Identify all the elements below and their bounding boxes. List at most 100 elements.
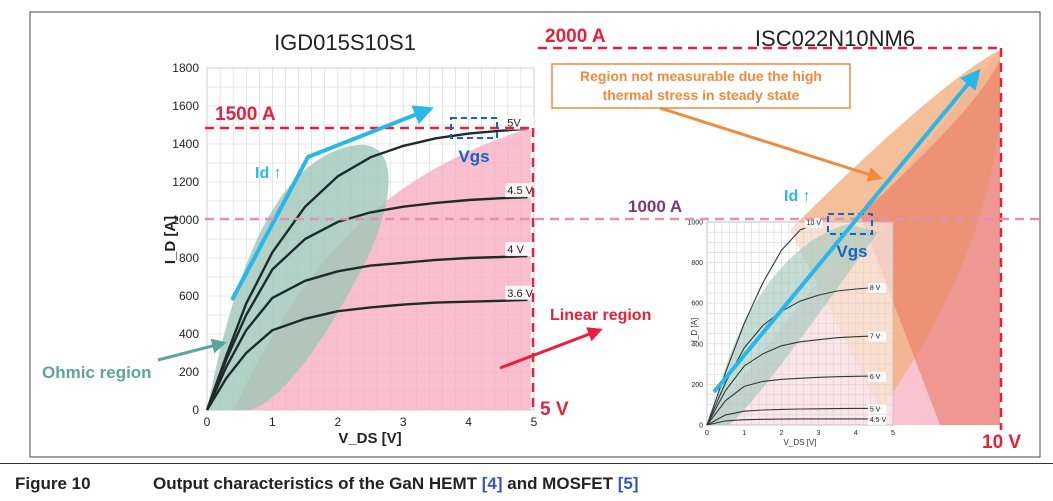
series-label: 4.5 V <box>870 417 887 424</box>
y-tick-label: 800 <box>179 251 199 265</box>
ohmic-region-label: Ohmic region <box>42 363 152 382</box>
series-label-bg <box>505 285 534 300</box>
series-label: 7 V <box>870 334 881 341</box>
left-voltage-limit-label: 5 V <box>540 399 569 420</box>
y-tick-label: 400 <box>691 341 703 348</box>
x-tick-label: 0 <box>705 430 709 437</box>
left-vgs-label: Vgs <box>458 147 489 166</box>
y-tick-label: 800 <box>691 260 703 267</box>
series-line-5V <box>205 127 528 411</box>
series-label-bg <box>867 331 887 342</box>
x-tick-label: 0 <box>204 415 211 429</box>
y-tick-label: 1800 <box>172 61 199 75</box>
x-tick-label: 3 <box>400 415 407 429</box>
x-tick-label: 4 <box>854 430 858 437</box>
x-tick-label: 5 <box>531 415 538 429</box>
left-id-arrow <box>230 105 434 301</box>
left-curves: 5V 4.5 V 4 V 3.6 V <box>205 115 534 411</box>
right-y-axis-label: I_D [A] <box>690 318 699 342</box>
left-id-arrow-label: Id ↑ <box>255 165 282 182</box>
right-high-stress-core <box>860 60 1000 425</box>
series-line-4p5V <box>706 418 882 426</box>
right-x-axis-label: V_DS [V] <box>784 438 817 447</box>
series-line-6V <box>706 375 882 426</box>
not-measurable-arrow <box>659 106 883 182</box>
caption-number: Figure 10 <box>15 474 91 493</box>
y-tick-label: 0 <box>699 422 703 429</box>
right-voltage-limit-label: 10 V <box>982 432 1021 453</box>
series-line-4p5V <box>205 196 528 411</box>
linear-region-label: Linear region <box>550 307 651 324</box>
left-ohmic-region-fill <box>207 144 389 410</box>
y-tick-label: 1000 <box>687 219 703 226</box>
y-tick-label: 1200 <box>172 175 199 189</box>
left-ticks: 0 1 2 3 4 5 0 200 400 600 800 1000 1200 1400 1600 1800 <box>172 61 537 429</box>
series-label-bg <box>867 414 887 425</box>
right-vgs-label: Vgs <box>836 242 867 261</box>
caption-text-1: Output characteristics of the GaN HEMT <box>153 474 482 493</box>
caption-text-2: and MOSFET <box>502 474 618 493</box>
right-id-arrow-label: Id ↑ <box>784 188 811 205</box>
right-curves: 10 V 8 V 7 V 6 V 5 V 4.5 V <box>706 218 887 426</box>
y-tick-label: 400 <box>179 327 199 341</box>
y-tick-label: 1600 <box>172 99 199 113</box>
figure-frame <box>29 11 1041 458</box>
y-tick-label: 200 <box>179 365 199 379</box>
y-tick-label: 1400 <box>172 137 199 151</box>
left-y-axis-label: I_D [A] <box>162 216 179 264</box>
series-label-bg <box>867 404 887 415</box>
not-measurable-box <box>551 63 851 109</box>
y-tick-label: 600 <box>179 289 199 303</box>
ohmic-region-arrow <box>157 338 227 362</box>
series-label: 3.6 V <box>507 288 533 300</box>
x-tick-label: 1 <box>269 415 276 429</box>
figure-caption: Figure 10 Output characteristics of the G… <box>15 474 639 494</box>
series-label: 8 V <box>870 285 881 292</box>
right-id-arrow <box>712 68 981 394</box>
x-tick-label: 1 <box>742 430 746 437</box>
y-tick-label: 600 <box>691 301 703 308</box>
series-line-4V <box>205 254 528 411</box>
left-chart-title: IGD015S10S1 <box>274 30 416 55</box>
x-tick-label: 4 <box>465 415 472 429</box>
series-label-bg <box>505 183 534 198</box>
y-tick-label: 200 <box>691 382 703 389</box>
series-line-5V <box>706 407 882 426</box>
y-tick-label: 1000 <box>172 213 199 227</box>
series-label: 4 V <box>507 244 524 256</box>
mid-current-label: 1000 A <box>628 197 682 216</box>
x-tick-label: 3 <box>817 430 821 437</box>
linear-region-arrow <box>499 327 603 370</box>
caption-ref-1[interactable]: [4] <box>481 474 503 493</box>
left-x-axis-label: V_DS [V] <box>338 430 401 447</box>
x-tick-label: 5 <box>891 430 895 437</box>
series-label: 4.5 V <box>507 185 533 197</box>
right-vgs-box <box>827 213 873 235</box>
y-tick-label: 0 <box>192 403 199 417</box>
series-line-3p6V <box>205 298 528 411</box>
left-vgs-box <box>450 117 498 139</box>
series-label-bg <box>505 242 534 257</box>
series-label: 5 V <box>870 406 881 413</box>
right-ticks: 0 1 2 3 4 5 0 200 400 600 800 1000 <box>687 219 895 437</box>
right-current-limit-label: 2000 A <box>545 26 606 47</box>
left-current-limit-label: 1500 A <box>215 104 276 125</box>
not-measurable-line1: Region not measurable due the high <box>580 68 822 84</box>
caption-ref-2[interactable]: [5] <box>617 474 639 493</box>
series-label-bg <box>867 282 887 293</box>
series-label-bg <box>867 371 887 382</box>
series-label-bg <box>505 115 534 130</box>
series-label: 5V <box>507 118 521 130</box>
series-line-7V <box>706 335 882 426</box>
x-tick-label: 2 <box>334 415 341 429</box>
right-ohmic-region-fill <box>710 224 879 425</box>
x-tick-label: 2 <box>779 430 783 437</box>
caption-rule <box>0 463 1053 464</box>
series-line-10V <box>706 221 819 426</box>
left-chart: IGD015S10S1 5V 4.5 V 4 V 3.6 V 0 1 2 3 4 5 0 200 40… <box>42 30 569 447</box>
not-measurable-line2: thermal stress in steady state <box>603 87 800 103</box>
series-label: 6 V <box>870 374 881 381</box>
